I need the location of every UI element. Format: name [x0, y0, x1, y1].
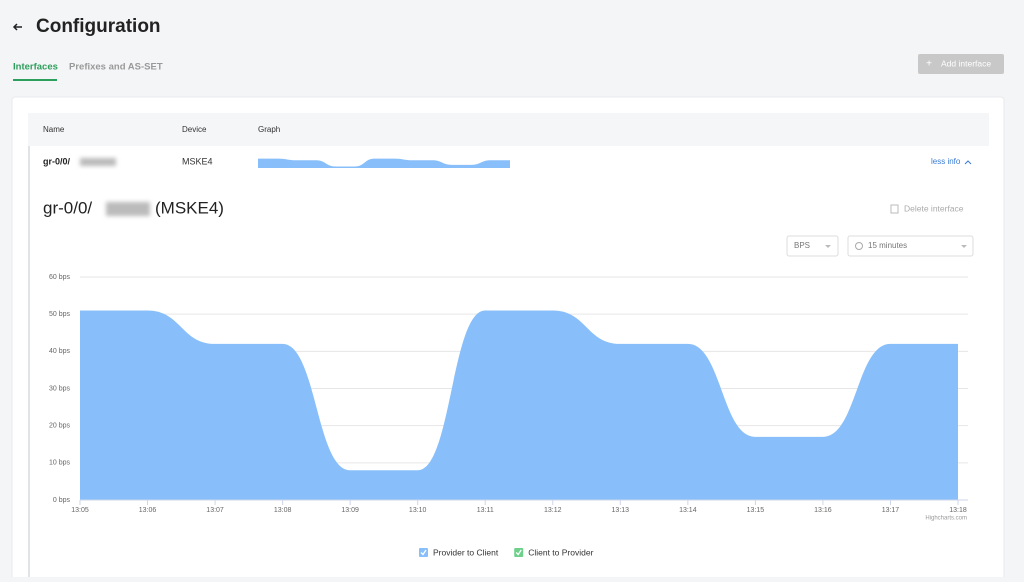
tab-underline [13, 79, 57, 81]
legend-checkbox [514, 548, 524, 557]
legend-checkbox [419, 548, 428, 557]
x-tick-label: 13:11 [477, 507, 494, 514]
x-tick-label: 13:10 [409, 507, 427, 514]
redacted [80, 158, 116, 166]
check [515, 549, 522, 556]
row-accent [28, 146, 30, 577]
caret [961, 245, 967, 248]
add-button[interactable] [918, 54, 1004, 74]
tab[interactable]: Prefixes and AS-SET [69, 62, 163, 73]
x-tick-label: 13:06 [139, 507, 157, 514]
x-tick-label: 13:13 [612, 507, 630, 514]
y-tick-label: 30 bps [49, 385, 71, 392]
y-tick-label: 10 bps [49, 460, 71, 467]
column-header: Device [182, 125, 207, 134]
unit-select[interactable] [786, 235, 839, 257]
x-tick-label: 13:07 [206, 507, 224, 514]
detail-device: (MSKE4) [155, 198, 224, 217]
caret [825, 245, 831, 248]
table-header [28, 113, 989, 146]
legend-label[interactable]: Provider to Client [433, 547, 499, 557]
x-tick-label: 13:08 [274, 507, 292, 514]
redacted [106, 202, 150, 216]
tab[interactable]: Interfaces [13, 62, 58, 73]
clock-icon [855, 242, 863, 250]
back-arrow[interactable] [12, 23, 22, 31]
x-tick-label: 13:14 [679, 507, 697, 514]
x-tick-label: 13:12 [544, 507, 562, 514]
column-header: Name [43, 125, 65, 134]
y-tick-label: 40 bps [49, 348, 71, 355]
range-select[interactable] [847, 235, 974, 257]
trash-icon [890, 204, 899, 214]
x-tick-label: 13:16 [814, 507, 832, 514]
y-tick-label: 20 bps [49, 423, 71, 430]
x-tick-label: 13:15 [747, 507, 765, 514]
interface-name: gr-0/0/ [43, 156, 71, 166]
unit-select-value: BPS [794, 241, 810, 250]
check [420, 549, 427, 556]
range-select-value: 15 minutes [868, 241, 907, 250]
y-tick-label: 60 bps [49, 274, 71, 281]
toggle-link[interactable]: less info [931, 157, 961, 166]
x-tick-label: 13:09 [341, 507, 359, 514]
area [80, 310, 958, 500]
credits: Highcharts.com [925, 516, 967, 522]
device: MSKE4 [182, 156, 213, 166]
sparkline [258, 158, 510, 168]
add-button-label: Add interface [941, 58, 991, 68]
y-tick-label: 0 bps [53, 497, 71, 504]
page-title: Configuration [36, 16, 161, 37]
y-tick-label: 50 bps [49, 311, 71, 318]
detail-title: gr-0/0/ [43, 198, 92, 217]
plus-icon: + [926, 59, 932, 70]
column-header: Graph [258, 125, 280, 134]
chevron [964, 160, 972, 165]
x-tick-label: 13:17 [882, 507, 900, 514]
delete-button[interactable]: Delete interface [904, 203, 964, 213]
x-tick-label: 13:05 [71, 507, 89, 514]
legend-label[interactable]: Client to Provider [528, 547, 593, 557]
x-tick-label: 13:18 [949, 507, 967, 514]
